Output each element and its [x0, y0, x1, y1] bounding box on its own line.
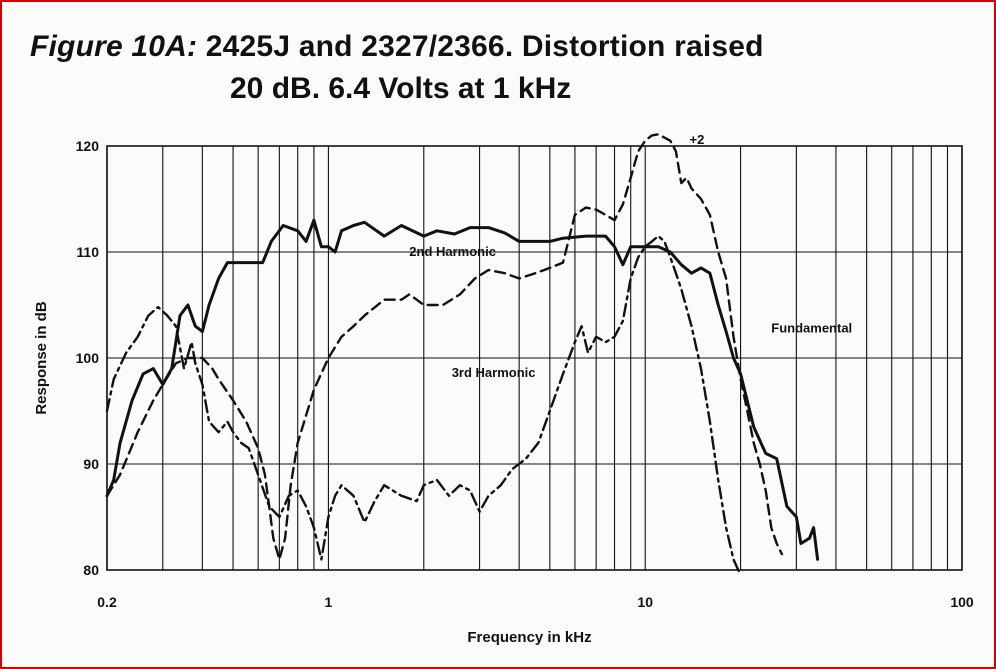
annotation-label: 3rd Harmonic	[452, 365, 536, 380]
series-annotations: 2nd Harmonic 3rd Harmonic Fundamental +2	[409, 132, 852, 380]
y-tick-label: 90	[83, 456, 99, 472]
annotation-label: 2nd Harmonic	[409, 244, 496, 259]
y-tick-label: 110	[76, 244, 99, 260]
series-lines	[105, 133, 820, 577]
chart-title-text: 2425J and 2327/2366. Distortion raised	[205, 30, 764, 63]
chart-title-line2: 20 dB. 6.4 Volts at 1 kHz	[230, 72, 572, 105]
chart-title-line1: Figure 10A: 2425J and 2327/2366. Distort…	[30, 30, 764, 64]
y-tick-label: 80	[83, 562, 99, 578]
y-axis-label: Response in dB	[33, 301, 50, 415]
y-tick-label: 100	[76, 350, 100, 366]
series-line-2nd-harmonic	[105, 133, 784, 561]
axis-labels: Frequency in kHz Response in dB	[33, 301, 592, 646]
series-line-fundamental	[105, 218, 820, 561]
x-tick-label: 0.2	[97, 594, 117, 610]
figure-label: Figure 10A:	[30, 30, 198, 63]
series-line-3rd-harmonic	[105, 234, 742, 577]
y-tick-label: 120	[76, 138, 100, 154]
x-tick-label: 10	[637, 594, 653, 610]
x-axis-label: Frequency in kHz	[467, 629, 591, 646]
annotation-label: Fundamental	[771, 321, 852, 336]
x-tick-label: 1	[325, 594, 333, 610]
annotation-label: +2	[690, 132, 705, 147]
grid-lines	[106, 145, 963, 571]
x-tick-label: 100	[950, 594, 974, 610]
